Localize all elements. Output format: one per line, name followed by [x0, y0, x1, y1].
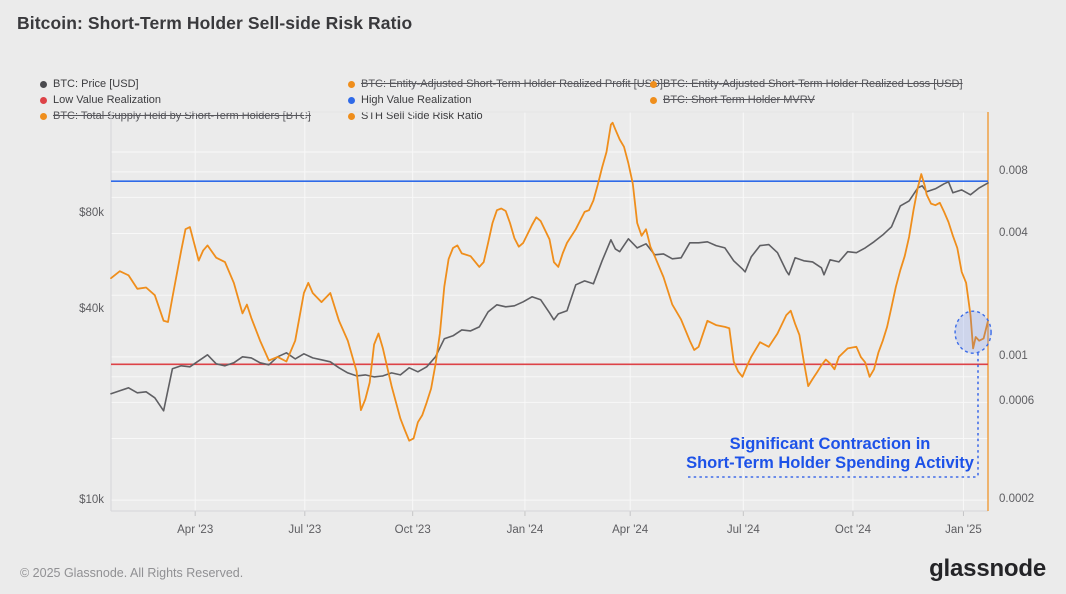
sth-risk-ratio-line — [110, 121, 989, 442]
glassnode-logo: glassnode — [929, 555, 1046, 582]
y-axis-right-tick-label: 0.001 — [999, 349, 1028, 362]
legend-dot-icon — [40, 80, 47, 88]
legend-item-6[interactable]: BTC: Total Supply Held by Short-Term Hol… — [40, 110, 348, 122]
legend-item-4[interactable]: High Value Realization — [348, 94, 650, 106]
legend: BTC: Price [USD] BTC: Entity-Adjusted Sho… — [40, 76, 1030, 124]
legend-dot-icon — [650, 96, 657, 104]
legend-item-label: BTC: Total Supply Held by Short-Term Hol… — [53, 110, 311, 122]
highlight-circle — [954, 310, 992, 354]
x-axis-tick-label: Apr '24 — [612, 524, 649, 536]
legend-item-label: Low Value Realization — [53, 94, 162, 106]
legend-dot-icon — [40, 112, 47, 120]
btc-price-line — [110, 181, 989, 412]
legend-item-label: BTC: Entity-Adjusted Short-Term Holder R… — [361, 78, 663, 90]
legend-dot-icon — [40, 96, 47, 104]
x-axis-tick-label: Oct '23 — [394, 524, 431, 536]
legend-item-7[interactable]: STH Sell Side Risk Ratio — [348, 110, 650, 122]
legend-item-1[interactable]: BTC: Entity-Adjusted Short-Term Holder R… — [348, 78, 663, 90]
y-axis-right-tick-label: 0.0002 — [999, 493, 1035, 506]
y-axis-right-tick-label: 0.004 — [999, 226, 1028, 239]
legend-dot-icon — [348, 96, 355, 104]
legend-item-label: BTC: Entity-Adjusted Short-Term Holder R… — [663, 78, 963, 90]
y-axis-left-tick-label: $40k — [79, 302, 104, 315]
annotation-callout: Significant Contraction in Short-Term Ho… — [680, 435, 980, 473]
x-axis-tick-label: Jan '25 — [945, 524, 982, 536]
legend-item-label: High Value Realization — [361, 94, 472, 106]
legend-item-3[interactable]: Low Value Realization — [40, 94, 348, 106]
legend-item-label: STH Sell Side Risk Ratio — [361, 110, 483, 122]
x-axis-tick-label: Jul '23 — [288, 524, 322, 536]
y-axis-right-tick-label: 0.0006 — [999, 395, 1035, 408]
annotation-line-1: Significant Contraction in — [729, 435, 931, 453]
page-title: Bitcoin: Short-Term Holder Sell-side Ris… — [17, 13, 413, 33]
x-axis-tick-label: Apr '23 — [177, 524, 214, 536]
x-axis-tick-label: Jul '24 — [726, 524, 760, 536]
legend-item-0[interactable]: BTC: Price [USD] — [40, 78, 348, 90]
legend-dot-icon — [348, 112, 355, 120]
x-axis-tick-label: Oct '24 — [834, 524, 871, 536]
legend-item-label: BTC: Price [USD] — [53, 78, 139, 90]
legend-dot-icon — [650, 80, 657, 88]
legend-item-5[interactable]: BTC: Short Term Holder MVRV — [650, 94, 1030, 106]
y-axis-left-tick-label: $80k — [79, 207, 104, 220]
y-axis-right-tick-label: 0.008 — [999, 164, 1028, 177]
legend-item-label: BTC: Short Term Holder MVRV — [663, 94, 815, 106]
annotation-line-2: Short-Term Holder Spending Activity — [686, 454, 974, 472]
x-axis-tick-label: Jan '24 — [506, 524, 544, 536]
copyright-text: © 2025 Glassnode. All Rights Reserved. — [20, 566, 244, 580]
legend-dot-icon — [348, 80, 355, 88]
y-axis-left-tick-label: $10k — [79, 494, 104, 507]
legend-item-2[interactable]: BTC: Entity-Adjusted Short-Term Holder R… — [650, 78, 1030, 90]
